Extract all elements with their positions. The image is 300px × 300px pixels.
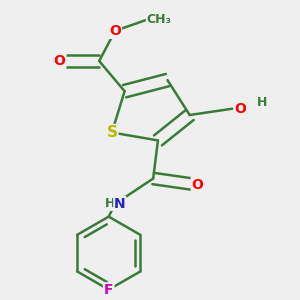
Text: O: O [54,54,65,68]
Text: F: F [104,283,113,297]
Text: CH₃: CH₃ [147,13,172,26]
Text: H: H [105,197,115,210]
Text: N: N [114,197,126,211]
Text: O: O [109,24,121,38]
Text: H: H [256,96,267,109]
Text: O: O [234,102,246,116]
Text: S: S [106,125,117,140]
Text: O: O [192,178,204,192]
